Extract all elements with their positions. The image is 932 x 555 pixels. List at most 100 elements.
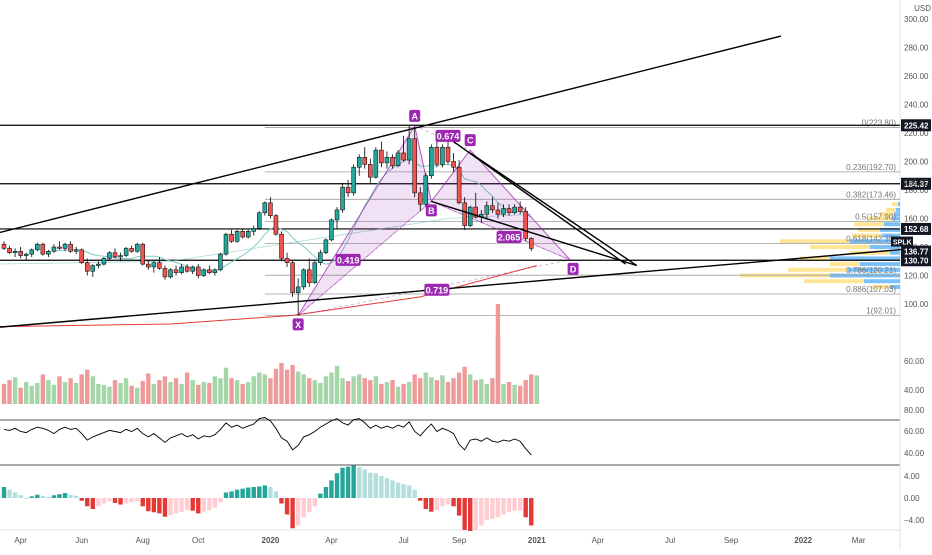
time-tick-label: Sep <box>724 536 739 545</box>
candle-body <box>240 231 245 238</box>
macd-bar <box>329 480 334 498</box>
pattern-ratio-line <box>297 201 432 316</box>
vprofile-bar <box>854 222 884 227</box>
macd-bar <box>373 473 379 498</box>
macd-bar <box>68 494 73 498</box>
vprofile-bar <box>810 245 870 249</box>
price-tick-label: 220.00 <box>904 129 929 138</box>
volume-bar <box>529 374 534 404</box>
candle-body <box>201 269 207 276</box>
macd-bar <box>362 469 367 498</box>
macd-bar <box>456 498 462 516</box>
candle-body <box>190 266 195 272</box>
macd-bar <box>273 491 279 498</box>
candle-body <box>467 206 473 226</box>
macd-bar <box>451 498 456 507</box>
volume-bar <box>162 376 168 404</box>
time-tick-label: Oct <box>192 536 205 545</box>
macd-bar <box>262 485 268 498</box>
macd-bar <box>379 476 384 498</box>
volume-bar <box>412 374 417 404</box>
pattern-point-label: B <box>428 206 435 216</box>
volume-bar <box>484 383 490 404</box>
macd-bar <box>151 498 157 513</box>
macd-bar <box>401 484 406 498</box>
fib-level-label: 1(92.01) <box>866 306 896 315</box>
candle-body <box>390 156 395 167</box>
volume-bar <box>196 384 201 404</box>
candle-body <box>484 205 490 215</box>
price-tag-bg <box>901 245 931 258</box>
macd-bar <box>190 498 195 511</box>
pattern-point-label: D <box>570 264 577 274</box>
macd-bar <box>79 498 84 501</box>
candle-body <box>212 269 218 273</box>
volume-bar <box>184 372 190 404</box>
trendlines[interactable] <box>0 35 915 328</box>
volume-bar <box>501 383 506 404</box>
volume-bar <box>268 378 273 404</box>
candle-body <box>318 252 323 263</box>
candle-body <box>307 269 312 283</box>
macd-bar <box>129 498 134 503</box>
ma-line-long <box>0 265 537 328</box>
currency-label: USD <box>914 4 931 13</box>
volume-bar <box>312 380 317 404</box>
price-tag: 136.77 <box>904 248 929 257</box>
price-axis[interactable]: USD100.00120.00140.00160.00180.00200.002… <box>904 4 931 525</box>
candle-body <box>395 152 401 167</box>
macd-bar <box>246 487 251 498</box>
fib-retracement[interactable]: 0(223.80) 0.236(192.70) 0.382(173.46) 0.5(1… <box>264 119 900 316</box>
volume-bar <box>7 380 12 404</box>
candle-body <box>440 147 445 165</box>
candle-body <box>234 231 240 242</box>
macd-bar <box>46 496 51 498</box>
time-tick-label: 2020 <box>262 536 280 545</box>
macd-bar <box>112 498 118 503</box>
volume-bar <box>395 386 401 404</box>
volume-bar <box>201 382 206 404</box>
volume-bar <box>118 382 123 404</box>
volume-bar <box>279 363 284 404</box>
candle-body <box>29 249 34 255</box>
volume-bar <box>207 382 212 404</box>
vprofile-bar <box>850 239 900 244</box>
candle-body <box>373 149 379 178</box>
macd-bar <box>318 493 323 498</box>
macd-bar <box>123 498 129 504</box>
horizontal-levels[interactable] <box>0 124 900 261</box>
macd-bar <box>229 491 234 498</box>
volume-bar <box>373 376 379 404</box>
price-tag: 225.42 <box>904 121 929 130</box>
macd-bar <box>301 498 306 518</box>
vprofile-bar <box>780 239 850 244</box>
volume-bar <box>418 378 423 404</box>
macd-bar <box>295 498 301 526</box>
price-tick-label: 100.00 <box>904 300 929 309</box>
fib-level-label: 0.886(107.03) <box>846 285 896 294</box>
rsi-tick-label: 40.00 <box>904 449 925 458</box>
volume-bar <box>462 366 467 404</box>
price-tick-label: 240.00 <box>904 101 929 110</box>
macd-bar <box>462 498 467 530</box>
candle-body <box>401 152 406 161</box>
volume-bar <box>12 377 18 404</box>
candle-body <box>18 251 23 256</box>
macd-bar <box>212 498 218 508</box>
candle-body <box>418 192 423 205</box>
candle-body <box>184 266 190 272</box>
volume-bar <box>151 383 157 404</box>
volume-bar <box>284 369 290 404</box>
price-candles[interactable] <box>1 125 534 316</box>
volume-bar <box>468 374 473 404</box>
candle-body <box>68 243 73 252</box>
volume-bar <box>168 382 173 404</box>
candle-body <box>112 252 118 258</box>
vprofile-bar <box>886 207 896 212</box>
volume-bar <box>112 380 118 404</box>
macd-bar <box>529 498 534 526</box>
time-axis[interactable]: Apr Jun Aug Oct 2020 Apr Jul Sep 2021 Apr Jul Sep 20… <box>14 536 865 545</box>
